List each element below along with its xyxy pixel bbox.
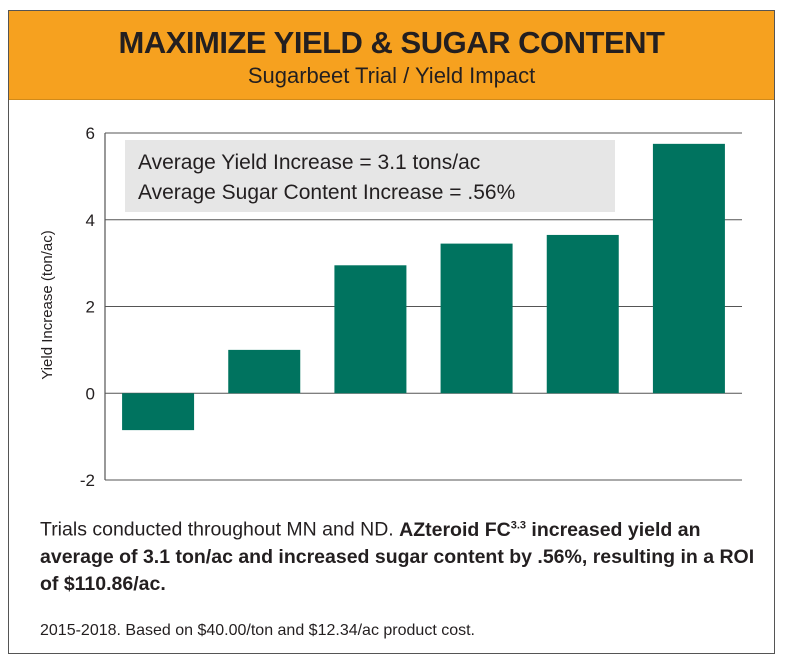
footnote: 2015-2018. Based on $40.00/ton and $12.3… xyxy=(40,622,475,639)
bar xyxy=(652,143,725,394)
header: MAXIMIZE YIELD & SUGAR CONTENT Sugarbeet… xyxy=(9,11,774,100)
caption-superscript: 3.3 xyxy=(510,519,526,531)
y-tick-label: 0 xyxy=(86,384,95,403)
y-axis-label: Yield Increase (ton/ac) xyxy=(39,230,56,380)
annotation-box xyxy=(125,140,615,212)
annotation-line-1: Average Yield Increase = 3.1 tons/ac xyxy=(138,151,480,174)
caption-product: AZteroid FC xyxy=(399,518,511,541)
title: MAXIMIZE YIELD & SUGAR CONTENT xyxy=(118,25,665,60)
caption-plain: Trials conducted throughout MN and ND. xyxy=(40,518,400,541)
bar xyxy=(334,265,407,394)
bar xyxy=(440,243,513,394)
annotation-line-2: Average Sugar Content Increase = .56% xyxy=(138,181,515,204)
y-tick-label: 2 xyxy=(86,298,95,317)
caption: Trials conducted throughout MN and ND. A… xyxy=(40,512,760,598)
caption-bold: increased yield an average of 3.1 ton/ac… xyxy=(40,518,755,595)
infographic-frame: MAXIMIZE YIELD & SUGAR CONTENT Sugarbeet… xyxy=(8,10,775,654)
bar xyxy=(122,393,195,431)
bar-chart: 6 4 2 0 -2 Average Yield Increase = 3.1 tons… xyxy=(39,124,742,490)
y-tick-label: 6 xyxy=(86,124,95,143)
y-tick-label: 4 xyxy=(86,211,95,230)
y-tick-label: -2 xyxy=(80,471,95,490)
bar xyxy=(546,234,619,394)
bar xyxy=(228,349,301,394)
subtitle: Sugarbeet Trial / Yield Impact xyxy=(247,63,536,88)
